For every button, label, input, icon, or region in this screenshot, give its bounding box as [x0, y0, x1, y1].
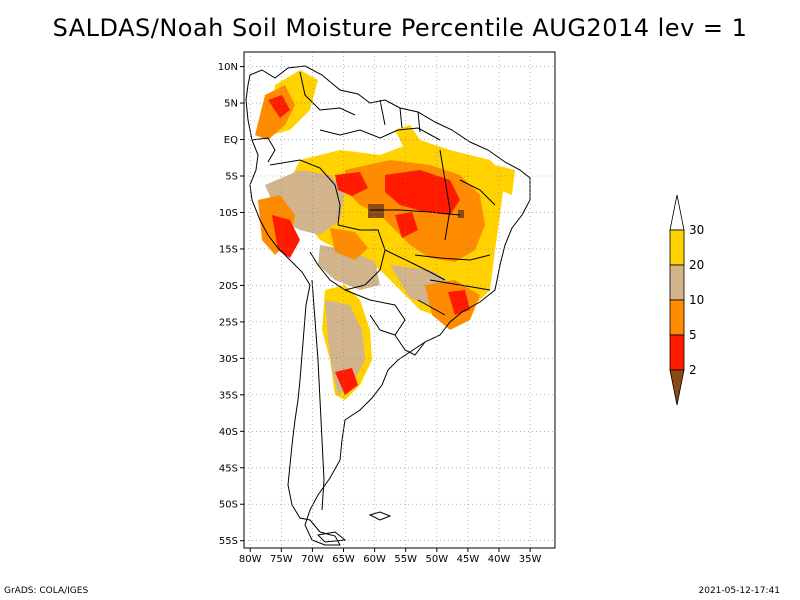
lat-tick-label: 50S: [219, 500, 238, 511]
lon-tick-label: 45W: [457, 554, 480, 565]
lat-tick-label: 20S: [219, 281, 238, 292]
footer-timestamp: 2021-05-12-17:41: [698, 586, 781, 596]
border-ecuador: [251, 137, 276, 163]
colorbar-label: 5: [689, 328, 697, 342]
lat-tick-label: 10N: [218, 62, 238, 73]
colorbar-segment-bottom: [669, 369, 685, 406]
border-brazil-states-6: [417, 299, 446, 316]
lat-tick-label: 25S: [219, 317, 238, 328]
border-brazil-states-5: [429, 279, 491, 291]
lon-tick-label: 55W: [394, 554, 417, 565]
lon-tick-label: 60W: [363, 554, 386, 565]
border-bolivia: [309, 224, 386, 291]
colorbar-segment: [669, 334, 685, 371]
border-argentina-chile: [311, 279, 325, 511]
lon-tick-label: 65W: [332, 554, 355, 565]
border-brazil-north: [319, 127, 441, 141]
shade-red-west: [335, 172, 368, 196]
lat-tick-label: 55S: [219, 536, 238, 547]
shade-red-center: [395, 212, 418, 238]
lon-tick-label: 40W: [488, 554, 511, 565]
colorbar-segment: [669, 299, 685, 336]
lon-tick-label: 50W: [426, 554, 449, 565]
shade-orange-colombia: [255, 85, 295, 140]
lon-tick-label: 35W: [519, 554, 542, 565]
shade-red-south: [335, 368, 358, 395]
map-grid: [244, 52, 555, 548]
border-colombia-venezuela: [299, 71, 356, 116]
colorbar-label: 2: [689, 363, 697, 377]
border-uruguay: [394, 334, 426, 356]
shade-yellow-north: [395, 125, 420, 150]
lat-tick-label: 35S: [219, 390, 238, 401]
colorbar-segment: [669, 229, 685, 266]
shade-yellow-coast-ne: [495, 165, 515, 195]
border-brazil-states-4: [414, 254, 491, 261]
border-brazil-states-1: [439, 149, 451, 241]
lat-tick-label: 5N: [224, 99, 238, 110]
colorbar-label: 30: [689, 223, 704, 237]
lat-tick-label: 45S: [219, 463, 238, 474]
shade-brown-patch: [368, 204, 384, 218]
colorbar-segment-top: [669, 194, 685, 231]
colorbar-swatches: [669, 194, 685, 406]
border-guianas: [379, 99, 421, 133]
shade-red-se: [448, 290, 470, 315]
colorbar-labels: 30 20 10 5 2: [689, 223, 704, 377]
lat-tick-label: 30S: [219, 354, 238, 365]
border-paraguay: [344, 289, 406, 336]
shade-red-peru: [272, 215, 300, 258]
falklands: [368, 511, 392, 521]
shade-tan-argentina: [325, 300, 365, 395]
colorbar-label: 20: [689, 258, 704, 272]
lat-tick-label: EQ: [224, 135, 238, 146]
lat-tick-label: 10S: [219, 208, 238, 219]
shade-red-amazon: [385, 170, 460, 215]
lat-tick-label: 40S: [219, 427, 238, 438]
south-america-coastline: [245, 65, 531, 546]
shade-orange-bolivia: [330, 228, 368, 260]
lat-tick-label: 5S: [225, 172, 238, 183]
border-brazil-states-2: [370, 209, 461, 216]
map-tick-labels: 80W 75W 70W 65W 60W 55W 50W 45W 40W 35W 10N 5N EQ 5S 1…: [218, 62, 542, 565]
lat-tick-label: 15S: [219, 244, 238, 255]
lon-tick-label: 80W: [239, 554, 262, 565]
colorbar-segment: [669, 264, 685, 301]
soil-moisture-shading: [255, 70, 515, 400]
map-title: SALDAS/Noah Soil Moisture Percentile AUG…: [52, 14, 748, 42]
footer-credit: GrADS: COLA/IGES: [4, 586, 89, 596]
border-peru-brazil: [269, 159, 341, 226]
border-brazil-interior: [384, 249, 446, 281]
border-brazil-states-3: [459, 179, 496, 206]
lon-tick-label: 70W: [301, 554, 324, 565]
shade-tan-bolivia: [318, 245, 380, 290]
coastline-outlines: [245, 65, 531, 546]
shade-brown-patch-2: [458, 210, 464, 218]
map-frame: [243, 51, 556, 549]
colorbar-label: 10: [689, 293, 704, 307]
tierra-del-fuego: [316, 531, 347, 543]
shade-red-colombia: [268, 95, 290, 118]
lon-tick-label: 75W: [270, 554, 293, 565]
